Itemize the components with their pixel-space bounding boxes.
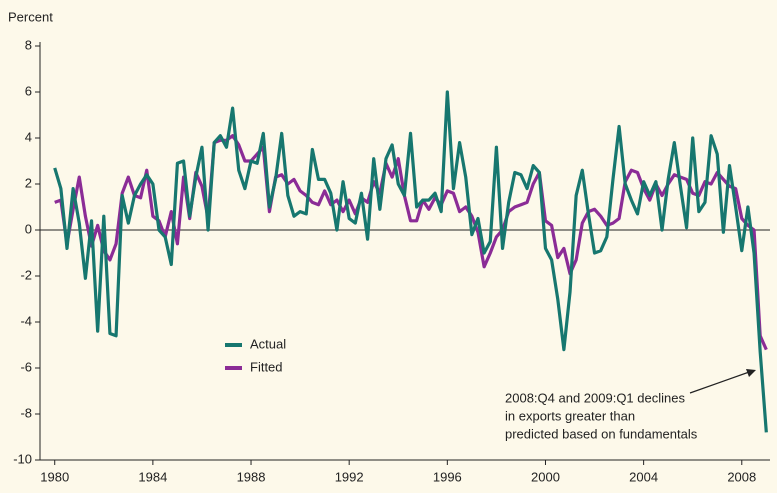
y-tick-label: 2 xyxy=(25,175,32,190)
legend-label: Fitted xyxy=(250,359,283,374)
x-tick-label: 1980 xyxy=(40,469,69,484)
y-tick-label: 0 xyxy=(25,221,32,236)
x-tick-label: 2008 xyxy=(727,469,756,484)
y-tick-label: -2 xyxy=(20,267,32,282)
series-line xyxy=(54,134,768,351)
x-tick-label: 1988 xyxy=(237,469,266,484)
annotation: predicted based on fundamentals xyxy=(505,426,698,441)
y-tick-label: 8 xyxy=(25,37,32,52)
x-tick-label: 1992 xyxy=(335,469,364,484)
y-tick-label: -4 xyxy=(20,313,32,328)
y-tick-label: -8 xyxy=(20,405,32,420)
x-tick-label: 2000 xyxy=(531,469,560,484)
y-axis-label: Percent xyxy=(8,9,53,24)
annotation-arrow xyxy=(689,370,753,394)
y-tick-label: 4 xyxy=(25,129,32,144)
arrow-head xyxy=(746,369,756,377)
y-tick-label: -6 xyxy=(20,359,32,374)
series-line xyxy=(53,90,768,433)
x-tick-label: 2004 xyxy=(629,469,658,484)
x-tick-label: 1984 xyxy=(138,469,167,484)
y-tick-label: 6 xyxy=(25,83,32,98)
legend-label: Actual xyxy=(250,336,286,351)
x-tick-label: 1996 xyxy=(433,469,462,484)
annotation: 2008:Q4 and 2009:Q1 declines xyxy=(505,390,685,405)
annotation: in exports greater than xyxy=(505,408,635,423)
y-tick-label: -10 xyxy=(13,451,32,466)
